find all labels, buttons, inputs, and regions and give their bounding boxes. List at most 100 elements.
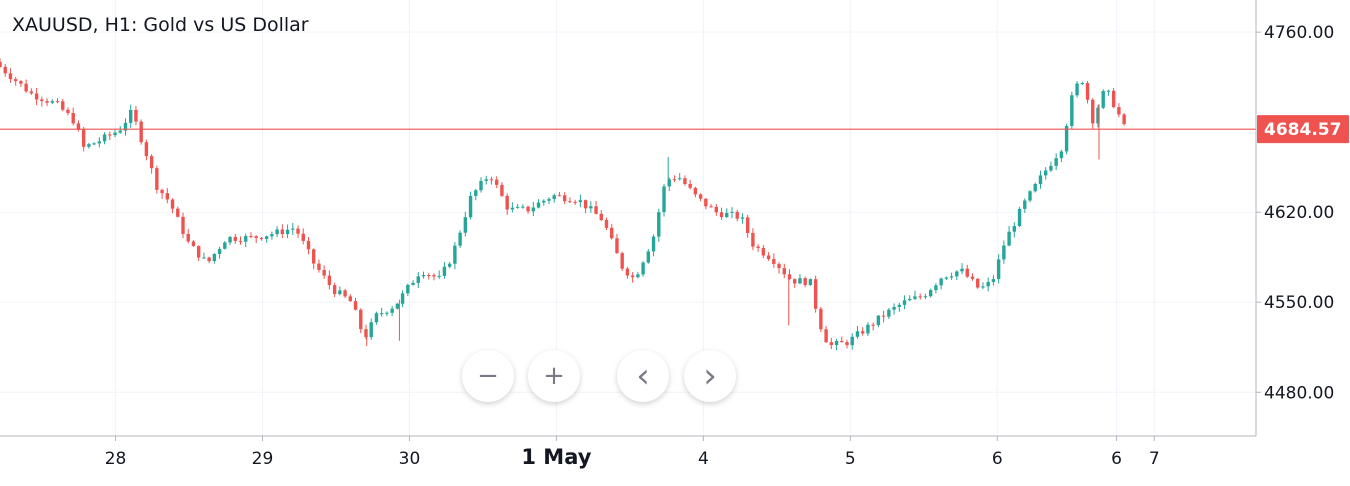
candle-body	[50, 101, 54, 103]
candle-body	[850, 336, 854, 346]
candle-body	[1049, 165, 1053, 171]
candle-body	[369, 322, 373, 338]
candle-body	[249, 236, 253, 238]
candle-body	[594, 206, 598, 214]
candle-body	[421, 275, 426, 277]
candle-body	[604, 220, 609, 228]
candle-body	[756, 246, 760, 249]
candle-body	[364, 329, 368, 338]
candle-body	[40, 99, 44, 102]
candle-body	[0, 61, 2, 67]
candle-body	[155, 168, 159, 190]
price-axis[interactable]: 4760.00 4620.00 4550.00 4480.00	[1256, 23, 1334, 403]
candle-body	[385, 312, 389, 314]
candle-body	[819, 308, 823, 330]
candle-body	[887, 309, 891, 317]
candle-body	[813, 279, 818, 309]
candle-body	[1122, 114, 1126, 125]
candle-body	[740, 217, 745, 219]
time-tick-label: 30	[399, 449, 421, 469]
candle-body	[338, 290, 342, 295]
candle-body	[285, 229, 290, 235]
scroll-right-button[interactable]: ›	[684, 350, 736, 402]
candle-body	[8, 73, 13, 80]
candle-body	[92, 143, 96, 145]
candle-body	[442, 266, 447, 276]
candle-body	[547, 199, 551, 201]
candle-body	[212, 254, 217, 262]
candle-body	[834, 340, 839, 345]
candle-body	[149, 156, 154, 169]
candle-body	[965, 268, 969, 277]
candle-body	[343, 290, 347, 297]
candle-body	[573, 201, 577, 203]
candle-body	[610, 227, 614, 239]
candle-body	[955, 271, 959, 277]
candle-body	[735, 211, 739, 219]
candle-body	[636, 274, 640, 278]
zoom-in-button[interactable]: +	[528, 350, 580, 402]
candle-body	[897, 304, 901, 307]
candle-body	[254, 236, 258, 238]
candle-body	[238, 240, 243, 242]
candle-body	[667, 179, 671, 187]
candle-body	[751, 232, 755, 247]
candle-body	[113, 132, 117, 136]
zoom-out-button[interactable]: −	[462, 350, 514, 402]
candle-body	[379, 313, 384, 315]
candle-body	[29, 91, 34, 94]
candle-body	[625, 268, 630, 276]
candle-body	[876, 315, 881, 326]
candle-body	[312, 249, 316, 264]
price-tick-label: 4760.00	[1264, 23, 1334, 43]
candle-body	[745, 217, 750, 233]
candle-body	[1091, 99, 1095, 124]
candle-body	[976, 278, 980, 288]
candle-body	[81, 129, 86, 147]
time-tick-label: 6	[1111, 449, 1122, 469]
candle-body	[322, 269, 326, 276]
candle-body	[787, 274, 792, 280]
candle-body	[1033, 183, 1037, 192]
candle-body	[495, 179, 499, 185]
candle-body	[536, 202, 541, 208]
price-tick-label: 4480.00	[1264, 383, 1334, 403]
candle-body	[615, 238, 619, 254]
last-price-badge: 4684.57	[1257, 115, 1349, 144]
candle-body	[395, 303, 400, 309]
chevron-left-icon: ‹	[636, 356, 650, 396]
candle-body	[845, 342, 849, 346]
candle-body	[24, 83, 28, 92]
time-tick-label: 5	[845, 449, 856, 469]
candle-body	[866, 324, 870, 334]
candle-body	[908, 298, 912, 301]
candle-body	[1075, 83, 1079, 96]
candle-body	[223, 242, 227, 249]
candle-body	[557, 195, 562, 197]
scroll-left-button[interactable]: ‹	[617, 350, 669, 402]
candle-body	[860, 331, 865, 334]
candle-body	[181, 216, 185, 234]
candle-body	[928, 290, 933, 297]
candle-body	[296, 228, 300, 234]
time-axis[interactable]: 28 29 30 1 May 4 5 6 6 7	[105, 436, 1160, 469]
candle-body	[902, 300, 907, 305]
candle-body	[515, 206, 520, 208]
candle-body	[505, 195, 509, 210]
candle-body	[1038, 175, 1043, 184]
candle-body	[390, 308, 394, 313]
grid	[0, 0, 1256, 436]
candles	[0, 58, 1126, 351]
candle-body	[772, 259, 776, 264]
candle-body	[657, 212, 661, 237]
candle-body	[949, 276, 954, 278]
candle-body	[170, 199, 175, 209]
candle-body	[913, 296, 917, 299]
candle-body	[280, 229, 285, 235]
candle-body	[960, 268, 964, 272]
candle-body	[1070, 95, 1074, 126]
candle-body	[1043, 170, 1048, 176]
candle-body	[709, 206, 713, 208]
